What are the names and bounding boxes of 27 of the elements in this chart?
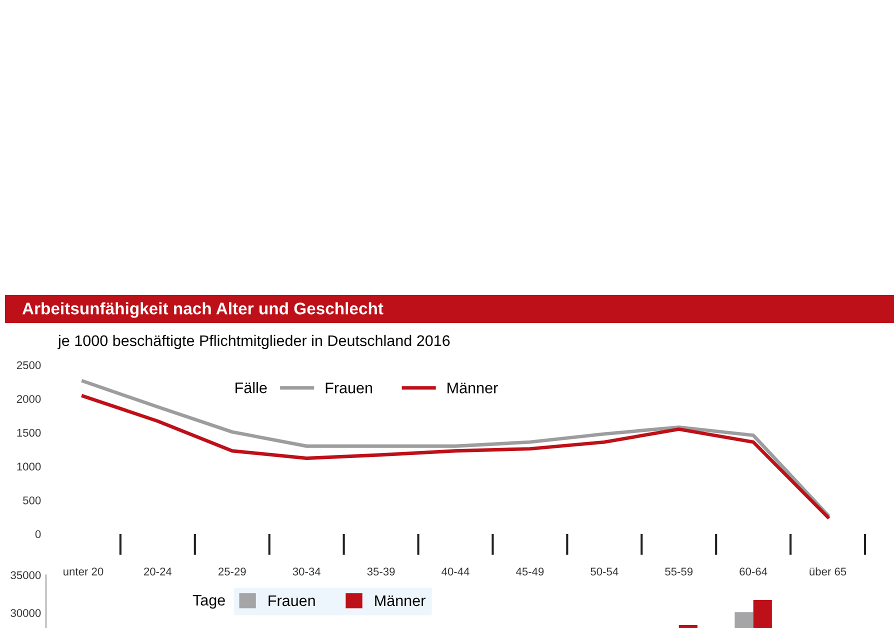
y-tick-label: 500 [23,496,41,504]
x-tick-label: 35-39 [367,568,395,576]
legend-label: Frauen [268,595,315,606]
x-tick-label: 25-29 [218,568,246,576]
x-tick-label: 30-34 [292,568,320,576]
legend-title: Fälle [236,382,267,394]
x-tick-label: unter 20 [64,568,104,576]
x-tick-label: 50-54 [590,568,618,576]
chart-subtitle: je 1000 beschäftigte Pflichtmitglieder in Deutschland 2016 [58,334,450,350]
y-tick-label: 30000 [10,609,41,617]
legend-label: Männer [448,382,498,394]
y-tick-label: 1500 [17,428,41,437]
x-tick-label: über 65 [810,567,846,576]
x-tick-label: 20-24 [144,568,172,576]
y-tick-label: 0 [35,530,41,538]
chart-title: Arbeitsunfähigkeit nach Alter und Geschlecht [22,302,384,318]
y-tick-label: 2000 [16,395,41,403]
y-tick-label: 35000 [10,571,41,580]
y-tick-label: 1000 [17,462,41,471]
x-tick-label: 45-49 [516,568,544,576]
x-tick-label: 55-59 [665,568,693,576]
legend-title: Tage [192,594,225,609]
x-tick-label: 40-44 [442,568,470,576]
legend-label: Männer [375,595,426,606]
legend-label: Frauen [326,382,372,394]
y-tick-label: 2500 [16,361,41,370]
x-tick-label: 60-64 [740,568,768,576]
